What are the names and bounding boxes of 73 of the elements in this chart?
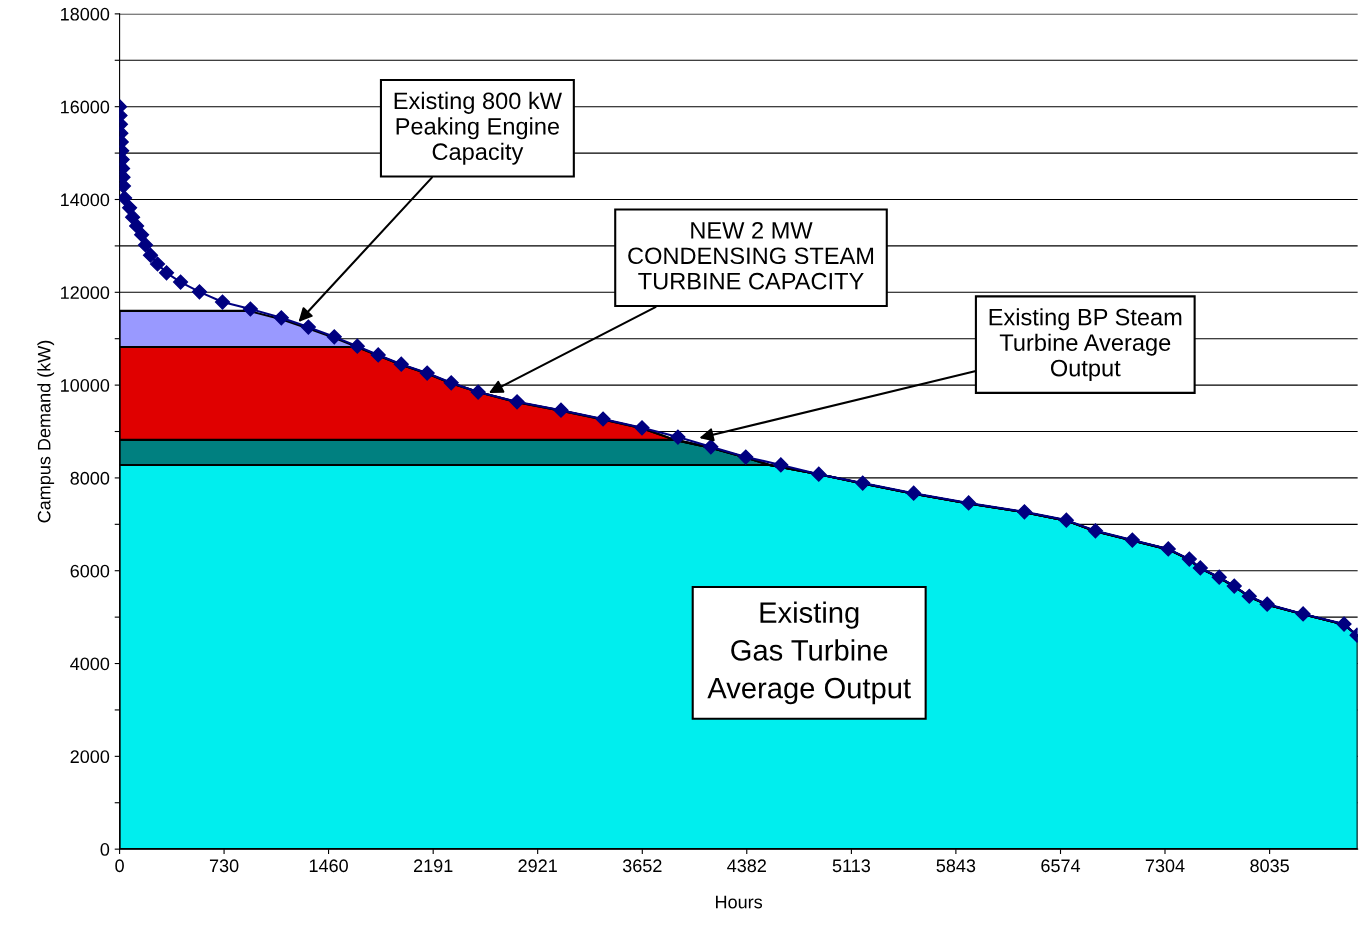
annotation: Existing 800 kW Peaking Engine Capacity <box>394 91 562 165</box>
point <box>443 375 459 391</box>
y-tick-label: 12000 <box>61 286 110 300</box>
point <box>142 247 159 263</box>
point <box>1192 560 1208 576</box>
point <box>393 356 409 372</box>
point <box>172 274 189 290</box>
annotation: Existing Gas Turbine Average Output <box>707 601 911 705</box>
x-tick-label: 6574 <box>1041 859 1081 873</box>
y-tick-label: 8000 <box>70 471 110 485</box>
point <box>961 495 977 511</box>
y-tick-label: 18000 <box>61 7 110 21</box>
x-tick-label: 5113 <box>832 859 871 873</box>
point <box>273 310 289 326</box>
annotation: NEW 2 MW CONDENSING STEAM TURBINE CAPACITY <box>628 221 874 290</box>
point <box>1016 504 1033 520</box>
point <box>158 265 175 281</box>
x-tick-label: 0 <box>115 859 124 873</box>
y-axis-title: Campus Demand (kW) <box>37 340 55 523</box>
point <box>1226 578 1242 594</box>
point <box>137 237 154 253</box>
y-tick-label: 2000 <box>70 750 110 764</box>
point <box>370 347 386 363</box>
x-tick-label: 5843 <box>936 859 976 873</box>
point <box>134 227 150 243</box>
x-tick-label: 3652 <box>622 859 662 873</box>
x-tick-label: 2921 <box>518 859 557 873</box>
point <box>349 338 365 354</box>
x-tick-label: 8035 <box>1250 859 1289 873</box>
y-tick-label: 6000 <box>70 564 110 578</box>
point <box>738 449 754 465</box>
point <box>855 475 871 491</box>
y-tick-label: 10000 <box>61 379 110 392</box>
point <box>300 319 316 335</box>
x-tick-label: 2191 <box>414 859 453 873</box>
x-tick-label: 7304 <box>1145 859 1185 873</box>
y-tick-label: 16000 <box>61 100 110 114</box>
point <box>214 294 231 310</box>
point <box>1087 523 1104 539</box>
point <box>326 329 342 345</box>
x-axis-title: Hours <box>716 895 763 909</box>
y-tick-label: 0 <box>100 843 110 856</box>
point <box>1241 588 1257 604</box>
point <box>1259 596 1275 612</box>
point <box>595 411 611 427</box>
point <box>773 457 789 473</box>
annotation: Existing BP Steam Turbine Average Output <box>989 308 1182 382</box>
point <box>670 429 686 445</box>
point <box>1058 512 1074 528</box>
point <box>470 384 486 400</box>
point <box>703 439 719 455</box>
point <box>811 466 827 482</box>
point <box>634 420 650 436</box>
point <box>1181 551 1197 567</box>
point <box>129 218 145 234</box>
y-tick-label: 14000 <box>61 193 110 207</box>
x-tick-label: 730 <box>209 859 239 873</box>
y-tick-label: 4000 <box>70 657 110 671</box>
point <box>119 190 133 206</box>
point <box>1160 541 1176 557</box>
point <box>1124 532 1140 548</box>
point <box>149 256 166 272</box>
point <box>1295 606 1311 622</box>
point <box>1336 616 1352 632</box>
point <box>553 402 569 418</box>
point <box>242 301 258 317</box>
point <box>509 394 525 410</box>
point <box>191 284 208 300</box>
x-tick-label: 1460 <box>309 859 348 873</box>
x-tick-label: 4382 <box>727 859 766 873</box>
point <box>906 485 922 501</box>
point <box>419 365 435 381</box>
point <box>1211 569 1227 585</box>
